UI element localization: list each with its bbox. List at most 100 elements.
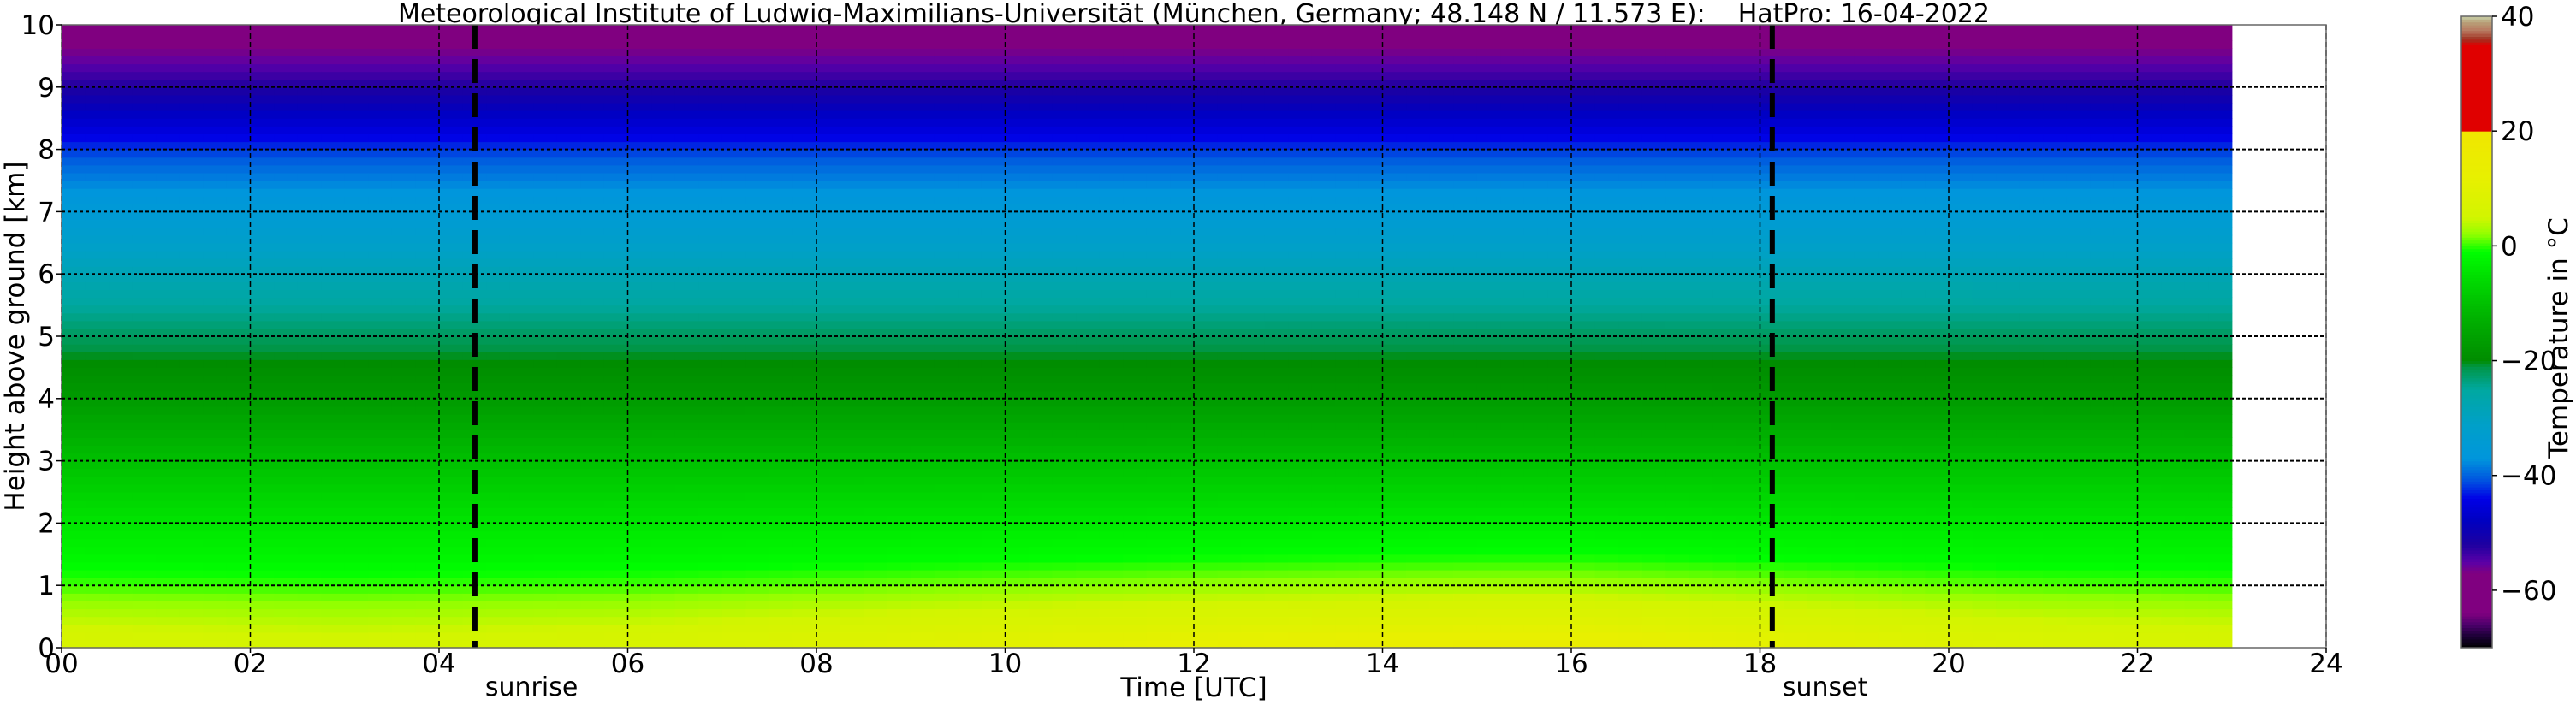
heatmap-cell [62, 538, 86, 548]
heatmap-cell [1241, 445, 1266, 454]
heatmap-cell [368, 593, 393, 601]
heatmap-cell [1264, 406, 1289, 415]
heatmap-cell [391, 483, 417, 493]
heatmap-cell [1429, 149, 1454, 158]
heatmap-cell [368, 141, 393, 151]
heatmap-cell [250, 344, 275, 352]
heatmap-cell [934, 274, 959, 282]
heatmap-cell [533, 219, 558, 228]
heatmap-cell [179, 56, 204, 65]
heatmap-cell [1005, 631, 1030, 641]
heatmap-cell [226, 118, 252, 127]
heatmap-cell [1241, 297, 1266, 306]
heatmap-cell [1170, 79, 1195, 88]
heatmap-cell [769, 118, 794, 127]
heatmap-cell [627, 453, 652, 462]
heatmap-cell [1170, 616, 1195, 625]
heatmap-cell [1429, 181, 1454, 189]
heatmap-cell [1311, 56, 1336, 65]
heatmap-cell [179, 601, 204, 610]
heatmap-cell [580, 103, 605, 111]
heatmap-cell [85, 196, 110, 204]
heatmap-cell [745, 523, 770, 532]
heatmap-cell [1406, 219, 1431, 228]
heatmap-cell [1241, 133, 1266, 143]
heatmap-cell [792, 181, 817, 189]
heatmap-cell [887, 141, 911, 151]
heatmap-cell [1005, 578, 1030, 586]
heatmap-cell [864, 500, 888, 508]
heatmap-cell [226, 414, 252, 423]
heatmap-cell [1476, 110, 1501, 119]
heatmap-cell [1099, 453, 1124, 462]
heatmap-cell [580, 375, 605, 384]
heatmap-cell [674, 328, 699, 337]
heatmap-cell [439, 398, 464, 407]
heatmap-cell [1382, 422, 1407, 430]
heatmap-cell [391, 430, 417, 438]
heatmap-cell [391, 593, 417, 601]
heatmap-cell [792, 289, 817, 299]
heatmap-cell [1029, 570, 1054, 578]
heatmap-cell [981, 515, 1006, 524]
heatmap-cell [156, 398, 181, 407]
heatmap-cell [651, 56, 676, 65]
heatmap-cell [321, 367, 346, 376]
heatmap-cell [226, 274, 252, 282]
heatmap-cell [509, 375, 534, 384]
heatmap-cell [179, 234, 204, 244]
heatmap-cell [274, 328, 299, 337]
heatmap-cell [745, 492, 770, 501]
heatmap-cell [179, 181, 204, 189]
heatmap-cell [203, 110, 228, 119]
heatmap-cell [1194, 219, 1219, 228]
heatmap-cell [1406, 631, 1431, 641]
heatmap-cell [1406, 530, 1431, 540]
heatmap-cell [816, 476, 841, 485]
heatmap-cell [580, 164, 605, 174]
heatmap-cell [321, 25, 346, 33]
heatmap-cell [1076, 570, 1101, 578]
heatmap-cell [297, 437, 322, 446]
heatmap-cell [840, 164, 864, 174]
heatmap-cell [1358, 483, 1384, 493]
heatmap-cell [864, 63, 888, 73]
heatmap-cell [603, 164, 629, 174]
heatmap-cell [391, 94, 417, 104]
heatmap-cell [1476, 422, 1501, 430]
heatmap-cell [1335, 578, 1360, 586]
heatmap-cell [439, 118, 464, 127]
heatmap-cell [981, 382, 1006, 392]
heatmap-cell [1453, 554, 1478, 563]
heatmap-cell [911, 585, 935, 594]
heatmap-cell [887, 554, 911, 563]
heatmap-cell [651, 507, 676, 516]
heatmap-cell [391, 141, 417, 151]
heatmap-cell [580, 126, 605, 134]
heatmap-cell [1170, 336, 1195, 345]
heatmap-cell [603, 515, 629, 524]
heatmap-cell [274, 414, 299, 423]
heatmap-cell [958, 86, 982, 96]
heatmap-cell [250, 141, 275, 151]
heatmap-cell [1217, 375, 1242, 384]
heatmap-cell [344, 367, 369, 376]
heatmap-cell [934, 476, 959, 485]
heatmap-cell [250, 523, 275, 532]
heatmap-cell [533, 204, 558, 212]
heatmap-cell [1146, 375, 1172, 384]
heatmap-cell [627, 164, 652, 174]
heatmap-cell [1406, 133, 1431, 143]
heatmap-cell [1500, 601, 1525, 610]
heatmap-cell [1099, 390, 1124, 400]
heatmap-cell [1264, 25, 1289, 33]
heatmap-cell [1476, 188, 1501, 197]
heatmap-cell [556, 196, 581, 204]
heatmap-cell [203, 297, 228, 306]
heatmap-cell [1241, 507, 1266, 516]
heatmap-cell [391, 133, 417, 143]
heatmap-cell [109, 344, 134, 352]
heatmap-cell [1264, 141, 1289, 151]
heatmap-cell [651, 483, 676, 493]
heatmap-cell [1264, 382, 1289, 392]
